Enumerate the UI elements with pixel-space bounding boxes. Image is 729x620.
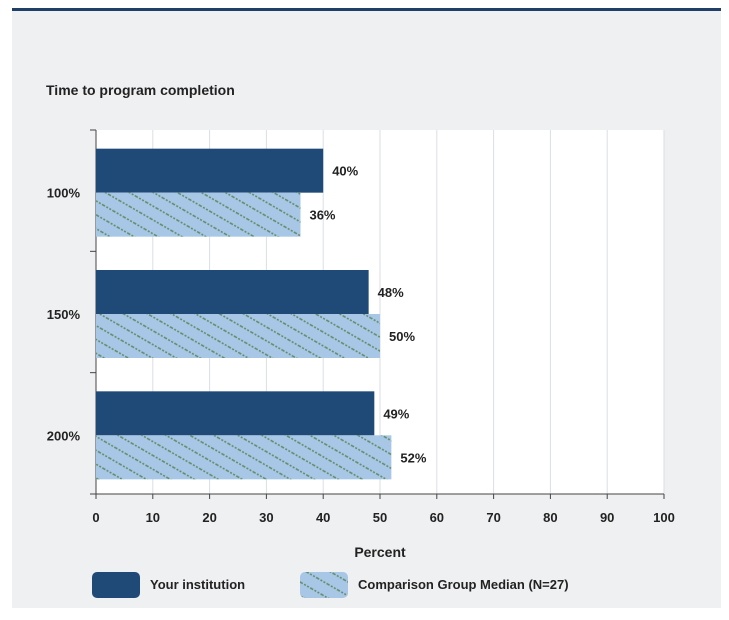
legend: Your institution Comparison Group Median … [92,572,569,598]
x-tick-label: 20 [202,510,216,525]
legend-label: Your institution [150,577,245,592]
x-tick-label: 90 [600,510,614,525]
bar-your-institution [96,148,324,193]
bar-comparison-median [96,192,301,237]
bar-value-label: 50% [389,329,415,344]
bar-value-label: 49% [383,406,409,421]
x-tick-label: 30 [259,510,273,525]
x-axis-title: Percent [354,544,406,560]
bar-labels: 40% 36% 48% 50% 49% 52% [309,164,426,466]
x-tick-label: 10 [146,510,160,525]
bar-value-label: 48% [378,285,404,300]
chart-title: Time to program completion [46,82,235,98]
bar-value-label: 40% [332,164,358,179]
x-tick-label: 50 [373,510,387,525]
bar-value-label: 52% [400,450,426,465]
bar-value-label: 36% [309,208,335,223]
x-tick-label: 100 [653,510,675,525]
category-label: 100% [47,186,81,201]
bar-comparison-median [96,314,380,358]
bar-comparison-median [96,435,392,480]
bar-your-institution [96,391,375,436]
category-label: 200% [47,428,81,443]
x-tick-label: 0 [92,510,99,525]
x-axis: 0 10 20 30 40 50 60 70 80 90 100 [92,493,675,525]
category-labels: 100% 150% 200% [47,186,81,444]
bar-your-institution [96,270,369,314]
legend-label: Comparison Group Median (N=27) [358,577,569,592]
category-label: 150% [47,307,81,322]
y-axis [90,129,97,495]
x-tick-label: 80 [543,510,557,525]
bars [96,148,392,480]
x-tick-label: 60 [430,510,444,525]
legend-swatch-comparison-median [300,572,348,598]
legend-swatch-your-institution [92,572,140,598]
x-tick-label: 40 [316,510,330,525]
x-tick-label: 70 [486,510,500,525]
